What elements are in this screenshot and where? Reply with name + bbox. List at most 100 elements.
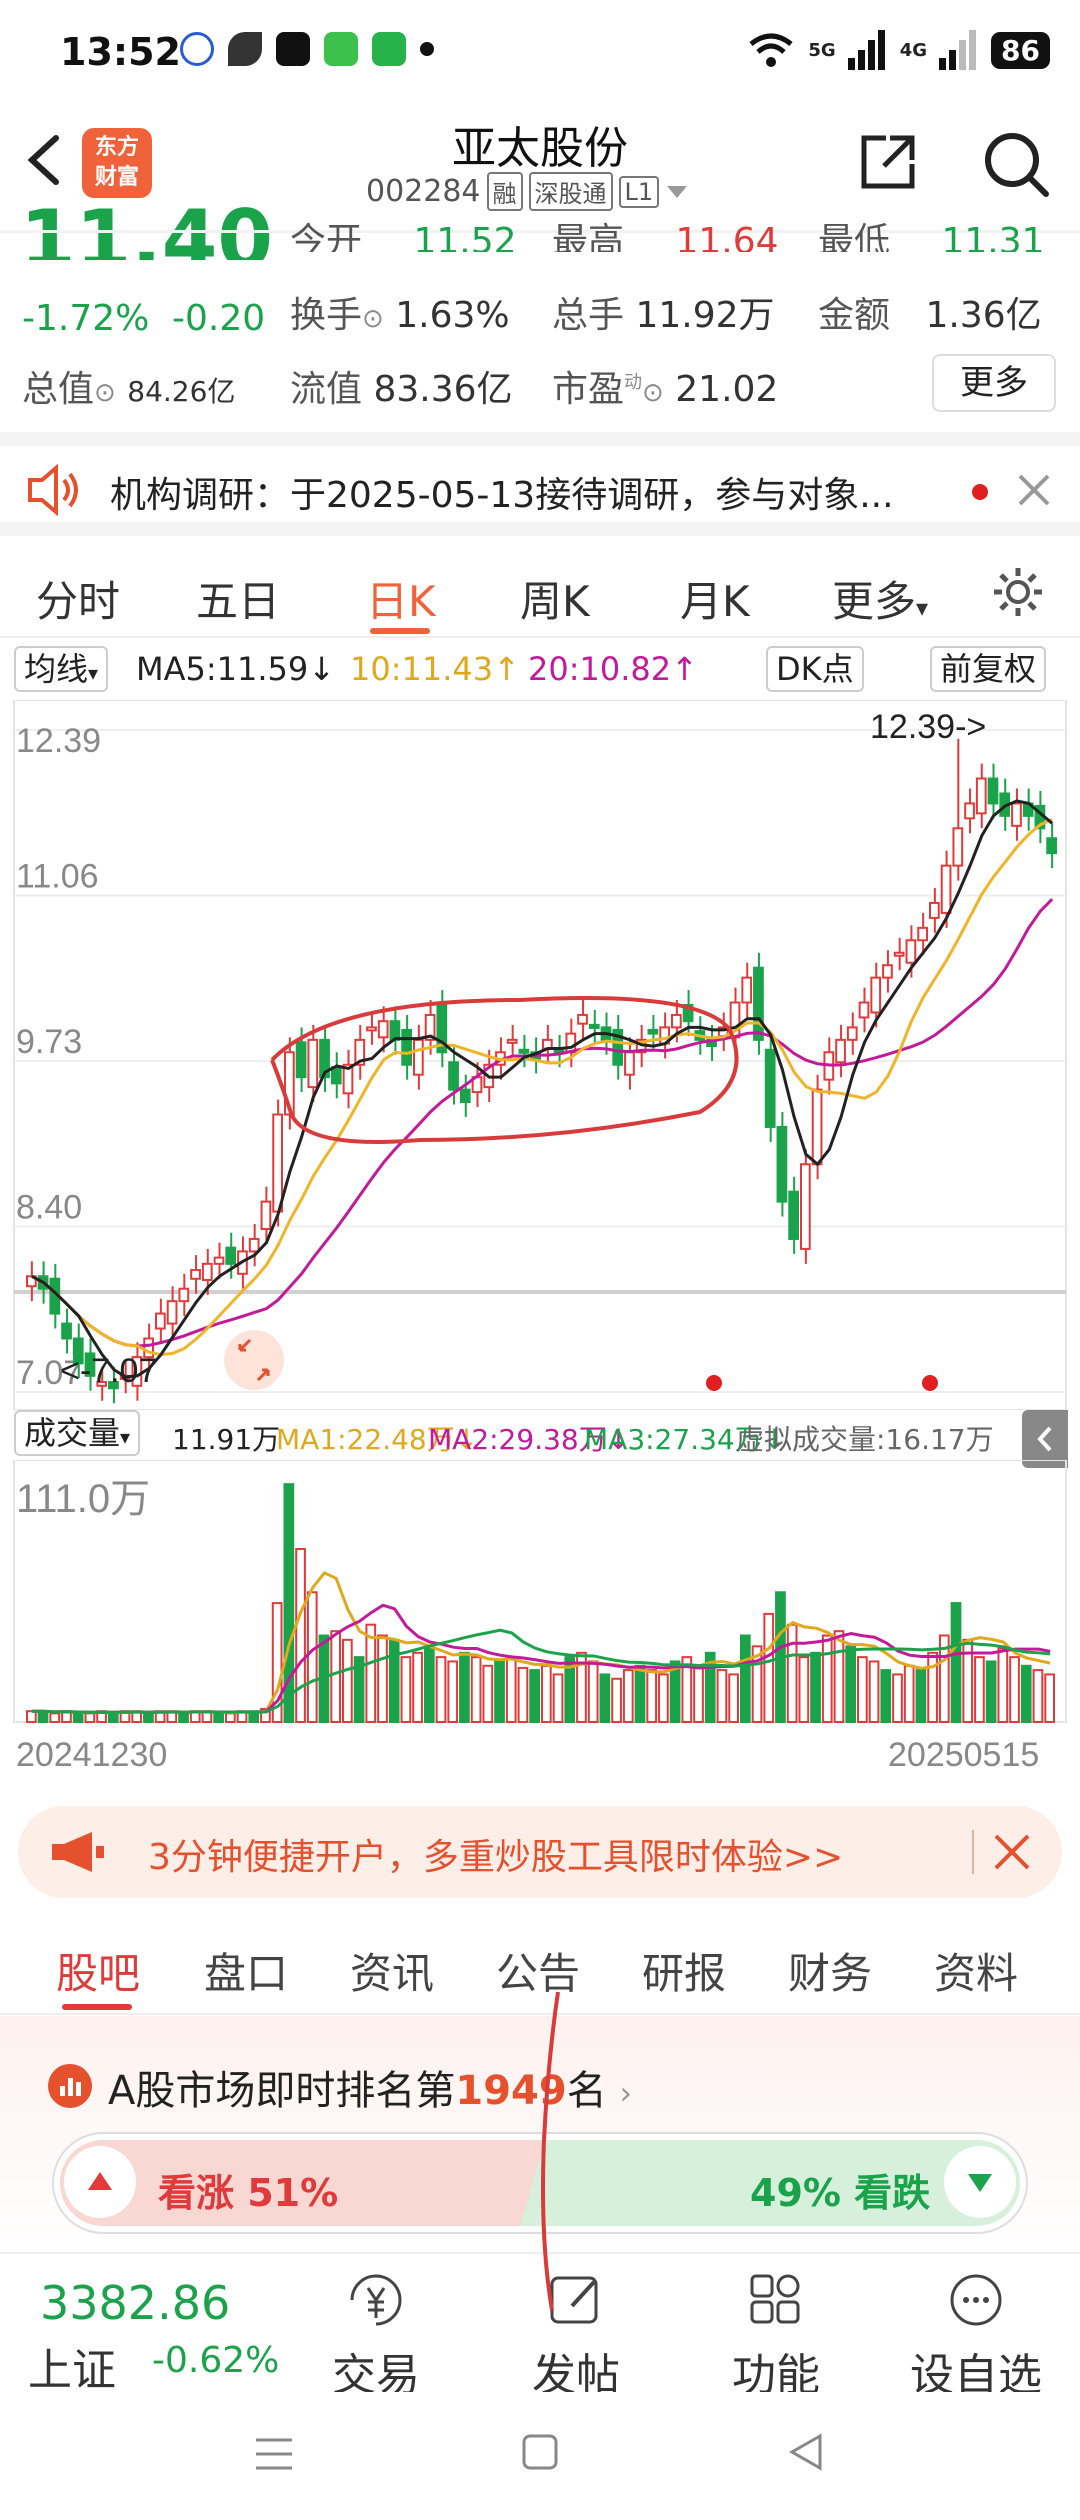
candle xyxy=(72,1337,84,1365)
ma-selector[interactable]: 均线▾ xyxy=(14,646,109,692)
home-icon[interactable] xyxy=(520,2432,560,2472)
tab-profile[interactable]: 资料 xyxy=(934,1949,1019,1998)
volume-bar xyxy=(658,1673,669,1723)
low-row: 最低 11.31 xyxy=(818,221,1045,252)
info-icon: ⊙ xyxy=(94,378,116,408)
volume-bar xyxy=(412,1651,423,1723)
candle xyxy=(284,1051,295,1116)
search-icon[interactable] xyxy=(980,128,1050,198)
dk-point-button[interactable]: DK点 xyxy=(766,646,864,692)
tab-news[interactable]: 资讯 xyxy=(350,1949,435,1998)
volume-bar xyxy=(423,1645,435,1723)
volume-bar xyxy=(845,1645,857,1723)
y-tick-label: 7.07 xyxy=(16,1354,82,1392)
tab-daily-k[interactable]: 日K xyxy=(366,577,436,626)
collapse-panel-button[interactable] xyxy=(1022,1410,1068,1468)
bearish-segment[interactable] xyxy=(520,2140,1020,2226)
candle xyxy=(753,966,764,1041)
signal-icon-2 xyxy=(939,30,977,70)
volume-selector[interactable]: 成交量▾ xyxy=(14,1410,141,1456)
candle xyxy=(964,802,975,820)
volume-bar xyxy=(470,1656,482,1723)
tab-monthly-k[interactable]: 月K xyxy=(680,577,750,626)
change-percent: -1.72% xyxy=(22,298,150,339)
volume-bar xyxy=(833,1630,845,1724)
volume-bar xyxy=(739,1634,751,1724)
float-row: 流值 83.36亿 xyxy=(290,369,513,410)
candle xyxy=(811,1088,823,1166)
nav-functions[interactable]: 功能 xyxy=(696,2272,856,2403)
tab-guba[interactable]: 股吧 xyxy=(56,1949,141,1998)
volume-bar xyxy=(213,1712,224,1723)
mktcap-row: 总值⊙ 84.26亿 xyxy=(22,369,236,410)
bullish-button[interactable] xyxy=(64,2146,136,2218)
volume-bar xyxy=(552,1673,564,1723)
tab-pankou[interactable]: 盘口 xyxy=(204,1949,289,1998)
nav-watchlist[interactable]: 设自选 xyxy=(896,2272,1056,2403)
rank-panel: A股市场即时排名第1949名 › 看涨 51% 49% 看跌 xyxy=(0,2016,1080,2256)
volume-bar xyxy=(271,1602,283,1724)
candle xyxy=(776,1125,788,1203)
candle xyxy=(764,1048,776,1128)
volume-bar xyxy=(622,1669,634,1723)
tab-announcements[interactable]: 公告 xyxy=(496,1949,581,1998)
candle xyxy=(131,1356,143,1387)
bottom-nav: 3382.86 上证 -0.62% 交易 发帖 功能 设自选 xyxy=(0,2252,1080,2401)
more-quote-button[interactable]: 更多 xyxy=(932,354,1056,412)
tab-more[interactable]: 更多▾ xyxy=(832,577,929,626)
tab-five-day[interactable]: 五日 xyxy=(196,577,281,626)
close-promo-icon[interactable] xyxy=(992,1832,1032,1872)
volume-bar xyxy=(798,1656,810,1723)
bearish-button[interactable] xyxy=(944,2146,1016,2218)
volume-bar xyxy=(927,1651,938,1723)
message-icon xyxy=(324,32,358,66)
candle xyxy=(166,1300,178,1325)
adjust-button[interactable]: 前复权 xyxy=(930,646,1047,692)
candle xyxy=(682,1004,694,1023)
volume-bar xyxy=(857,1656,868,1723)
nav-trade[interactable]: 交易 xyxy=(296,2272,456,2403)
back-arrow-icon[interactable] xyxy=(20,130,70,190)
active-tab-indicator xyxy=(370,628,430,634)
candle xyxy=(436,1004,448,1054)
promo-text: 3分钟便捷开户，多重炒股工具限时体验>> xyxy=(148,1837,844,1878)
volume-bar xyxy=(915,1669,927,1723)
active-tab-indicator xyxy=(62,2004,132,2010)
gear-icon[interactable] xyxy=(990,564,1046,620)
tab-weekly-k[interactable]: 周K xyxy=(520,577,590,626)
index-change: -0.62% xyxy=(152,2340,280,2381)
candle xyxy=(588,1023,600,1029)
kline-chart[interactable]: 12.39 11.06 9.73 8.40 7.07 12.39-> <-7.07 xyxy=(0,700,1080,1410)
nav-post[interactable]: 发帖 xyxy=(496,2272,656,2403)
notice-bar[interactable]: 机构调研：于2025-05-13接待调研，参与对象... xyxy=(0,432,1080,536)
volume-bar xyxy=(400,1656,412,1723)
candle xyxy=(952,827,964,867)
candle xyxy=(377,1020,389,1039)
tab-finance[interactable]: 财务 xyxy=(788,1949,873,1998)
expand-icon xyxy=(238,1338,270,1382)
volume-bar xyxy=(599,1673,611,1723)
back-icon[interactable] xyxy=(786,2432,826,2472)
rank-title[interactable]: A股市场即时排名第1949名 › xyxy=(108,2068,633,2114)
volume-bar xyxy=(178,1712,189,1723)
volume-bar xyxy=(704,1651,716,1723)
close-icon[interactable] xyxy=(1016,472,1052,508)
volume-bar xyxy=(517,1666,529,1724)
shopping-icon xyxy=(372,32,406,66)
candle xyxy=(1046,837,1057,855)
candle xyxy=(518,1048,530,1054)
candle xyxy=(213,1256,225,1265)
index-value[interactable]: 3382.86 xyxy=(40,2276,231,2330)
menu-icon[interactable] xyxy=(254,2436,294,2472)
tab-intraday[interactable]: 分时 xyxy=(36,577,121,626)
tab-research[interactable]: 研报 xyxy=(642,1949,727,1998)
volume-chart[interactable]: 111.0万 20241230 20250515 xyxy=(0,1460,1080,1790)
volume-bar xyxy=(564,1656,576,1723)
stock-code-row[interactable]: 002284 融 深股通 L1 xyxy=(366,172,689,211)
promo-banner[interactable]: 3分钟便捷开户，多重炒股工具限时体验>> xyxy=(18,1806,1062,1898)
share-icon[interactable] xyxy=(856,130,920,194)
candle xyxy=(401,1028,413,1066)
volume-bar xyxy=(435,1656,447,1723)
candle xyxy=(459,1088,471,1104)
bullish-segment[interactable] xyxy=(60,2140,580,2226)
